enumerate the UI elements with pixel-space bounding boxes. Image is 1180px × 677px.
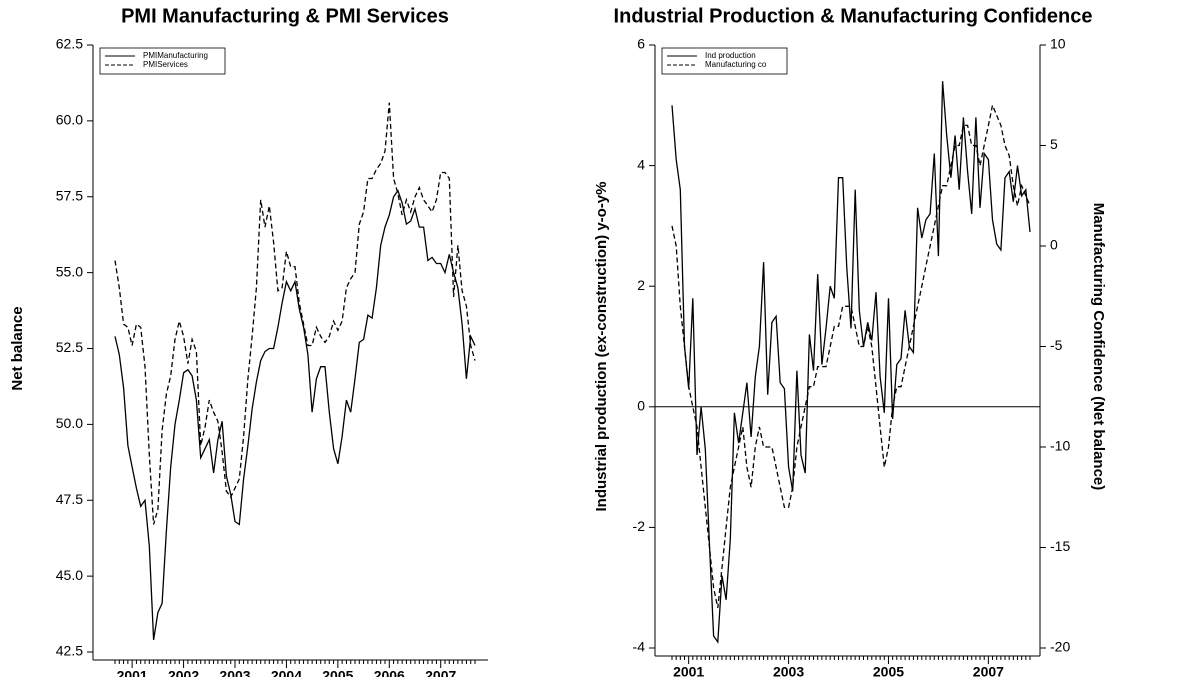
- y-tick-label: 57.5: [56, 187, 83, 203]
- y2-tick-label: 0: [1050, 237, 1058, 253]
- y2-axis-label: Manufacturing Confidence (Net balance): [1090, 203, 1107, 491]
- y2-tick-label: -20: [1050, 639, 1070, 655]
- x-tick-label: 2003: [773, 664, 804, 677]
- x-tick-label: 2005: [873, 664, 904, 677]
- y-tick-label: -4: [633, 639, 646, 655]
- y2-tick-label: -15: [1050, 538, 1070, 554]
- y2-tick-label: -5: [1050, 337, 1063, 353]
- y-tick-label: -2: [633, 518, 646, 534]
- x-tick-label: 2006: [374, 668, 405, 677]
- y2-tick-label: -10: [1050, 438, 1070, 454]
- y-axis-label: Net balance: [9, 306, 26, 390]
- y-axis-label: Industrial production (ex-construction) …: [593, 181, 610, 511]
- y-tick-label: 42.5: [56, 643, 83, 659]
- x-tick-label: 2005: [322, 668, 353, 677]
- x-tick-label: 2001: [673, 664, 704, 677]
- x-tick-label: 2007: [425, 668, 456, 677]
- y-tick-label: 47.5: [56, 491, 83, 507]
- y-tick-label: 50.0: [56, 415, 83, 431]
- series-line: [114, 102, 476, 525]
- y-tick-label: 4: [637, 156, 645, 172]
- y2-tick-label: 10: [1050, 36, 1066, 52]
- series-line: [671, 81, 1031, 644]
- x-tick-label: 2001: [117, 668, 148, 677]
- series-line: [114, 189, 476, 641]
- x-tick-label: 2003: [219, 668, 250, 677]
- y-tick-label: 52.5: [56, 339, 83, 355]
- legend-label: Manufacturing co: [705, 60, 767, 69]
- y-tick-label: 6: [637, 36, 645, 52]
- legend-box: [99, 47, 226, 75]
- legend-label: PMIManufacturing: [143, 51, 208, 60]
- y2-tick-label: 5: [1050, 136, 1058, 152]
- y-tick-label: 45.0: [56, 567, 83, 583]
- x-tick-label: 2004: [271, 668, 302, 677]
- y-tick-label: 0: [637, 398, 645, 414]
- x-tick-label: 2002: [168, 668, 199, 677]
- legend-box: [661, 47, 788, 75]
- y-tick-label: 2: [637, 277, 645, 293]
- series-line: [671, 103, 1031, 608]
- legend-label: PMIServices: [143, 60, 188, 69]
- x-tick-label: 2007: [973, 664, 1004, 677]
- chart-title: Industrial Production & Manufacturing Co…: [614, 5, 1093, 27]
- y-tick-label: 62.5: [56, 36, 83, 52]
- y-tick-label: 60.0: [56, 112, 83, 128]
- chart-title: PMI Manufacturing & PMI Services: [121, 5, 449, 27]
- y-tick-label: 55.0: [56, 263, 83, 279]
- legend-label: Ind production: [705, 51, 756, 60]
